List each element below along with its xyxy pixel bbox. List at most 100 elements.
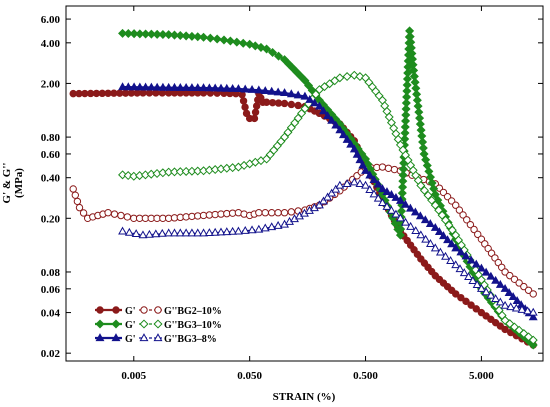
data-point [447,239,457,248]
legend-marker [95,319,105,329]
data-point [233,226,243,235]
data-point [170,82,179,91]
data-point [390,165,399,174]
data-point [401,116,411,126]
data-point [398,182,408,192]
data-point [261,209,269,217]
data-point [187,228,197,237]
data-point [398,164,408,174]
data-point [164,82,174,91]
y-tick-label: 0.06 [41,284,61,296]
data-point [228,226,238,235]
data-point [310,98,320,107]
data-point [199,32,209,42]
data-point [395,195,405,204]
data-point [240,225,250,234]
data-point [421,234,431,243]
data-point [401,110,411,120]
data-point [382,201,392,210]
data-point [273,220,283,229]
data-point [305,94,315,103]
data-point [193,32,203,42]
x-tick-label: 0.050 [237,370,262,382]
data-point [181,83,191,91]
data-point [459,268,469,277]
data-point [501,268,509,276]
data-point [416,181,426,191]
series-4 [118,82,538,321]
data-point [164,30,174,40]
data-point [472,305,480,313]
legend-label: G''BG3–10% [164,320,222,331]
data-point [123,213,132,221]
data-point [464,272,474,281]
x-tick-label: 5.000 [469,370,494,382]
data-point [517,304,527,313]
data-point [255,209,263,217]
data-point [151,229,161,238]
data-point [466,220,475,229]
y-axis-title-line2: (MPa) [13,168,25,198]
data-point [384,164,393,172]
data-point [280,88,290,97]
data-point [400,134,410,144]
data-point [398,170,408,180]
data-point [395,213,405,222]
data-point [239,97,248,105]
data-point [358,160,368,169]
data-point [138,230,148,239]
data-point [401,217,410,226]
data-point [391,209,401,218]
legend-marker [111,319,121,329]
data-point [240,84,250,93]
data-point [396,224,406,234]
y-tick-label: 0.20 [41,213,61,225]
y-tick-label: 0.04 [41,308,61,320]
data-point [241,103,249,111]
data-point [427,195,437,205]
legend-row: G' G''BG3–10% [95,319,222,331]
data-point [471,259,481,268]
data-point [415,211,425,220]
data-point [510,275,519,283]
data-point [405,203,415,212]
data-point [300,91,310,100]
data-point [508,292,518,301]
data-point [491,294,501,303]
data-point [268,98,277,107]
data-point [118,170,128,180]
data-point [222,227,232,236]
data-point [500,284,510,292]
data-point [430,243,440,252]
data-point [252,102,261,110]
data-point [123,29,133,39]
data-point [181,228,191,237]
data-point [212,34,222,44]
data-point [311,89,321,99]
data-point [528,340,538,350]
data-point [369,175,379,183]
data-point [304,80,314,91]
data-point [131,229,141,237]
data-point [294,101,302,110]
x-axis-title: STRAIN (%) [273,391,336,403]
data-point [435,247,445,256]
legend-label: G' [125,320,136,331]
data-point [193,228,203,237]
data-point [495,279,505,288]
data-point [342,134,352,143]
data-point [216,227,226,236]
data-point [181,31,191,41]
data-point [472,280,482,288]
legend-marker [154,306,162,314]
data-point [175,30,185,41]
data-point [141,29,151,39]
data-point [254,85,264,94]
x-tick-label: 0.500 [353,370,378,382]
data-point [446,256,456,264]
data-point [135,29,145,39]
data-point [476,284,486,292]
legend-marker [96,306,104,314]
data-point [470,225,478,234]
data-point [210,227,220,236]
